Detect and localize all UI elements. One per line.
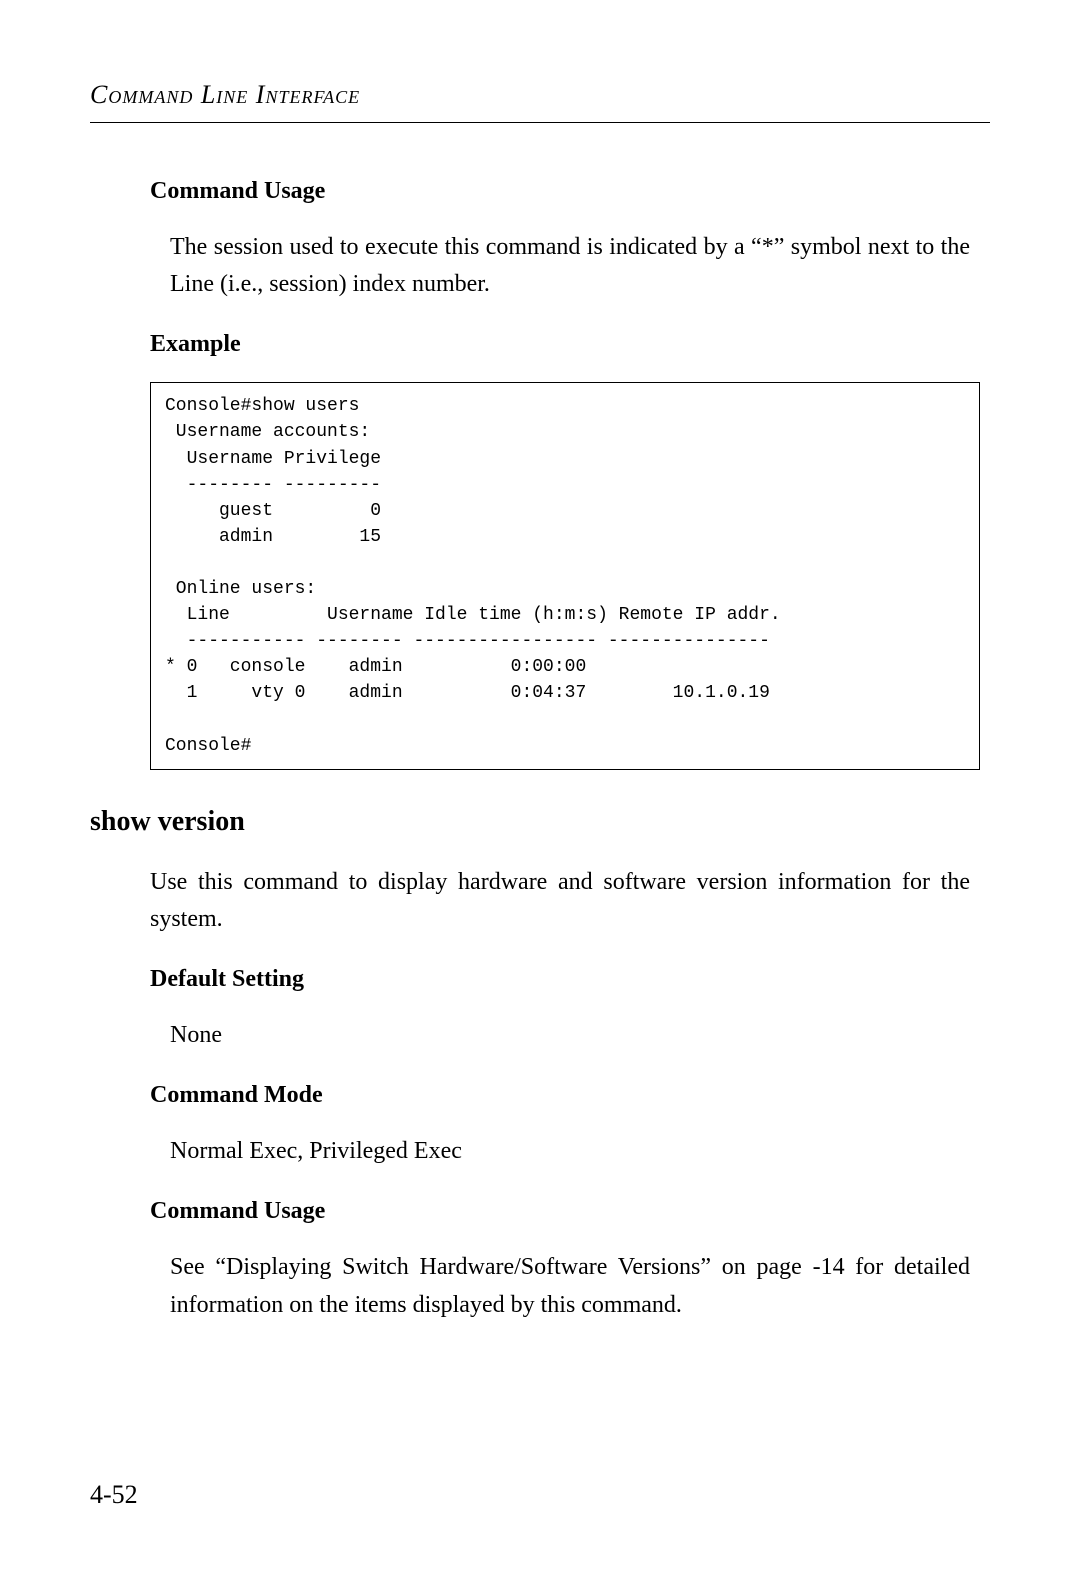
command-usage-heading-1: Command Usage — [150, 178, 990, 205]
page-number: 4-52 — [90, 1480, 138, 1510]
default-setting-body: None — [170, 1017, 970, 1054]
page-header: Command Line Interface — [90, 80, 990, 110]
command-mode-heading: Command Mode — [150, 1082, 990, 1109]
command-usage-body-1: The session used to execute this command… — [170, 229, 970, 303]
header-rule — [90, 122, 990, 123]
example-heading: Example — [150, 331, 990, 358]
command-intro: Use this command to display hardware and… — [150, 864, 970, 938]
command-usage-heading-2: Command Usage — [150, 1198, 990, 1225]
default-setting-heading: Default Setting — [150, 966, 990, 993]
command-usage-body-2: See “Displaying Switch Hardware/Software… — [170, 1249, 970, 1323]
command-mode-body: Normal Exec, Privileged Exec — [170, 1133, 970, 1170]
command-title: show version — [90, 806, 990, 838]
code-example: Console#show users Username accounts: Us… — [150, 382, 980, 769]
